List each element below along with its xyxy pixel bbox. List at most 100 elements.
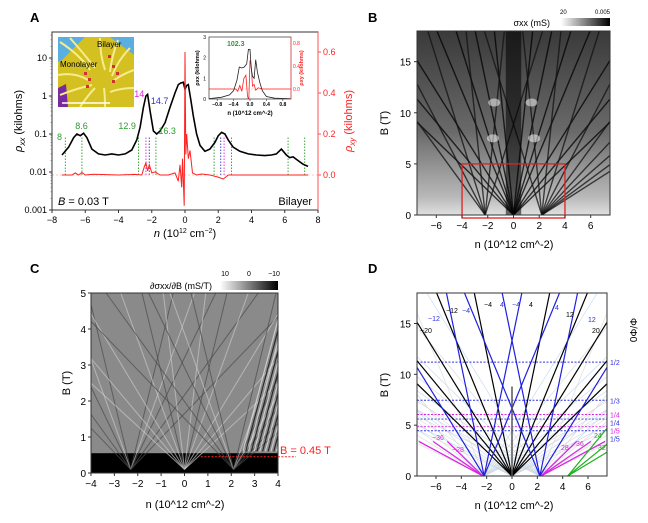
xlabel-post: ) [212, 228, 216, 240]
x-tick-label: 4 [249, 215, 254, 225]
faint-fan-line [511, 398, 607, 476]
peak-label: 14.7 [151, 96, 169, 106]
heatmap-ray [245, 327, 278, 452]
heatmap-ray [250, 349, 278, 452]
ylabel-c: B (T) [61, 371, 73, 395]
peak-label: 14 [134, 89, 144, 99]
x-tick-label: −2 [132, 479, 144, 490]
ylabel-sub: xy [348, 137, 357, 147]
fan-label: −20 [420, 328, 432, 335]
fan-line [417, 366, 485, 476]
x-tick-label: 2 [216, 215, 221, 225]
fan-line [417, 321, 513, 476]
heatmap-bright-spot [486, 134, 499, 143]
heatmap-ray [105, 293, 234, 470]
colorbar-tick-c: 0 [247, 271, 251, 278]
heatmap-ray [276, 443, 278, 452]
faint-fan-line [483, 376, 607, 476]
fan-label: 12 [588, 317, 596, 324]
heatmap-ray [91, 357, 185, 470]
heatmap-ray [273, 433, 278, 452]
fan-line [540, 441, 578, 476]
xlabel-a: n (1012 cm−2) [154, 228, 216, 240]
faint-fan-line [417, 398, 513, 476]
x-tick-label: −2 [482, 221, 494, 232]
y-right-tick-label: 0.2 [323, 129, 336, 139]
xlabel-var: n [154, 228, 160, 240]
fan-labels: −12 −20 −12 −4 −4 4 −4 4 4 12 12 20 −36 −28 28 36 24 32 [420, 302, 606, 454]
faint-fan-line [483, 293, 598, 476]
field-annotation-text: B = 0.45 T [280, 445, 331, 457]
faint-fan-line [417, 356, 541, 476]
faint-fan-line [417, 416, 540, 476]
fan-line [567, 451, 607, 476]
xlabel-sup: 12 [179, 228, 187, 235]
heatmap-ray [91, 357, 132, 470]
heatmap-features [91, 293, 278, 473]
ylabel-right-a: ρxy (kilohms) [343, 90, 357, 153]
x-tick-label: −6 [80, 215, 90, 225]
heatmap-ray [233, 293, 277, 470]
fan-lines [417, 293, 607, 476]
panel-label-d: D [368, 261, 377, 276]
heatmap-ray [184, 293, 207, 470]
ylabel-rest: (kilohms) [343, 90, 355, 138]
faint-fan-line [483, 401, 607, 476]
ylabel-rest: (kilohms) [13, 90, 25, 138]
peak-label: 8.6 [75, 121, 88, 131]
faint-fan-line [417, 429, 485, 476]
fan-line [417, 359, 513, 476]
heatmap-bright-spot [525, 98, 538, 107]
heatmap-ray [141, 293, 185, 470]
dotted-markers [64, 137, 306, 175]
heatmap-ray [91, 313, 185, 470]
xlabel-mid: cm [187, 228, 205, 240]
heatmap-ray [130, 293, 195, 470]
ylabel-b: B (T) [379, 111, 391, 135]
x-tick-label: −4 [85, 479, 97, 490]
fan-line [511, 293, 588, 476]
faint-fan-line [511, 409, 607, 476]
fan-label: −4 [462, 308, 470, 315]
inset-ylabel-left: ρxx (kilohms) [195, 50, 201, 86]
y-tick-label: 5 [405, 160, 411, 171]
inset-y-tick-label: 3 [203, 35, 206, 41]
faint-fan-line [539, 394, 607, 476]
faint-fan-line [511, 417, 607, 476]
faint-fan-line [417, 326, 541, 476]
field-var: B [58, 196, 65, 208]
fan-line [511, 293, 551, 476]
heatmap-ray [190, 293, 235, 470]
heatmap-ray [253, 359, 278, 452]
fan-label: 4 [500, 302, 504, 309]
xlabel-d: n (10^12 cm^-2) [475, 500, 554, 512]
faint-fan-line [511, 429, 607, 476]
inset-annotation: 102.3 [227, 41, 245, 48]
x-tick-label: 0 [182, 479, 188, 490]
xlabel-c: n (10^12 cm^-2) [146, 499, 225, 511]
heatmap-ray [233, 422, 278, 470]
y-right-tick-label: 0.4 [323, 88, 336, 98]
heatmap-ray [264, 401, 278, 452]
heatmap-ray [521, 31, 543, 215]
colorbar-b [561, 18, 610, 26]
faint-fan-line [539, 410, 607, 476]
faint-fan-line [417, 434, 485, 476]
x-tick-label: −4 [113, 215, 123, 225]
faint-fan-line [417, 312, 485, 476]
inset-series [209, 49, 291, 99]
heatmap-ray [417, 82, 486, 215]
colorbar-tick-c: 10 [221, 271, 229, 278]
x-tick-label: 6 [588, 221, 594, 232]
inset-y-tick-label: 0 [203, 97, 206, 103]
inset-series-rho-xy [209, 60, 291, 99]
heatmap-ray [512, 31, 572, 215]
peak-label: 12.9 [118, 121, 136, 131]
fan-label: 32 [598, 445, 606, 452]
faint-fan-line [483, 409, 607, 476]
y-tick-label: 10 [400, 109, 412, 120]
fan-line [483, 293, 523, 476]
